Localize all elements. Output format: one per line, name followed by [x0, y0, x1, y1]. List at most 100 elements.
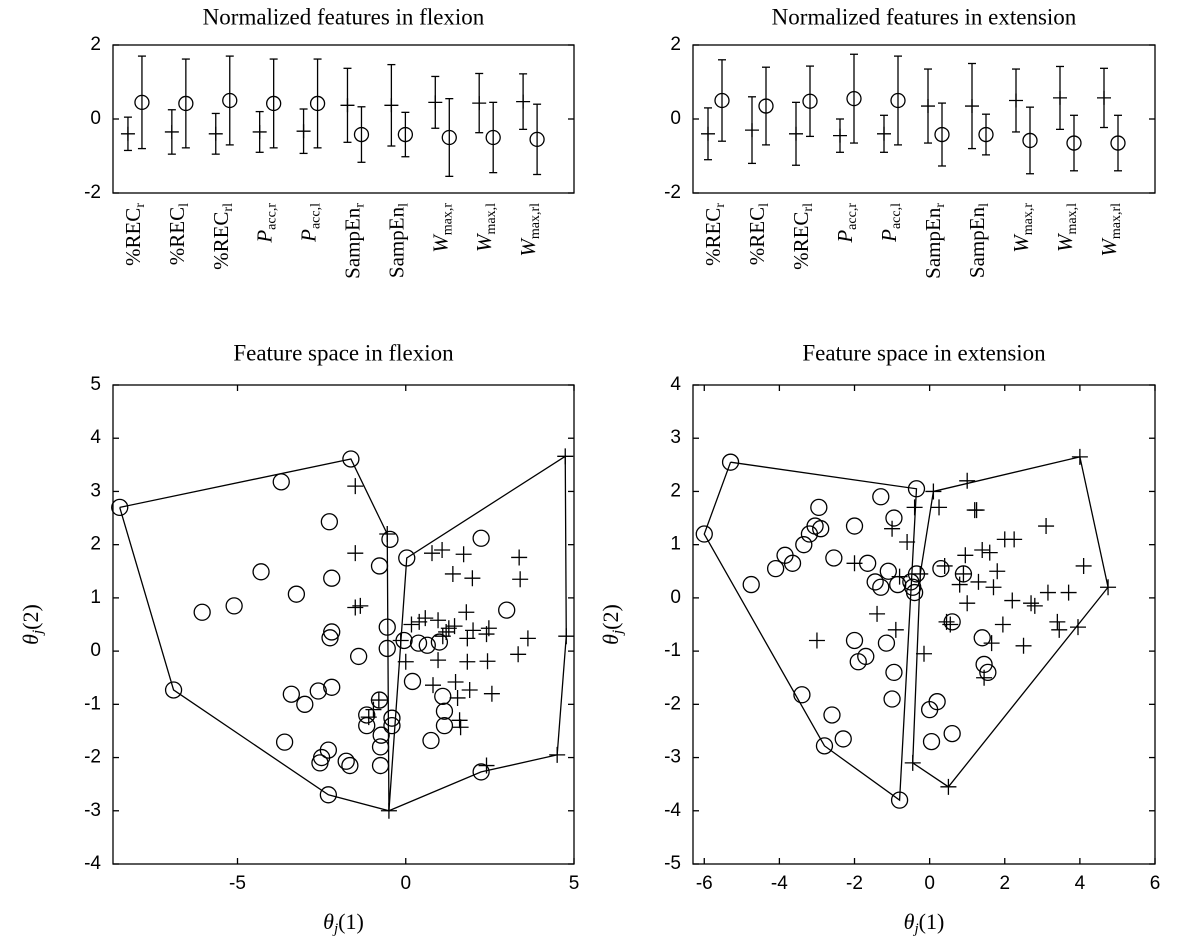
y-axis-label-arg: (2) [18, 604, 43, 630]
y-tick-label: 3 [670, 427, 681, 448]
x-tick-label: 4 [1075, 873, 1086, 894]
point [981, 544, 998, 561]
point [959, 472, 976, 489]
point [193, 603, 211, 621]
point [378, 618, 396, 636]
y-tick-label: -4 [664, 800, 681, 821]
marker [978, 126, 994, 143]
point [409, 634, 428, 652]
point [472, 529, 490, 547]
hull-line [703, 461, 918, 802]
point [783, 554, 802, 572]
x-axis-label-arg: (1) [919, 909, 945, 934]
marker [178, 95, 194, 112]
point [498, 601, 516, 619]
point [451, 712, 468, 729]
point [558, 628, 575, 645]
point [397, 653, 414, 670]
category-sub: acc,l [309, 203, 324, 229]
y-tick-label: -1 [84, 693, 101, 714]
category-sub: acc,r [265, 203, 280, 230]
marker [296, 124, 311, 139]
point [845, 631, 864, 650]
point [1060, 584, 1077, 601]
category-sub: r [133, 203, 148, 208]
marker [833, 128, 847, 143]
x-tick-label: Wmax,l [472, 203, 499, 252]
marker [1022, 132, 1038, 149]
point [275, 733, 294, 751]
point [371, 738, 390, 756]
point [885, 663, 903, 682]
point [845, 517, 864, 535]
point [1075, 557, 1092, 574]
marker [266, 95, 282, 112]
point [985, 579, 1002, 596]
x-tick-label: Pacc,r [833, 203, 860, 244]
point [392, 632, 409, 649]
category-sub: acc,r [845, 203, 860, 230]
x-tick-label: 5 [569, 873, 580, 894]
y-axis-label-symbol: θ [18, 634, 43, 645]
point [922, 732, 941, 751]
point [347, 545, 364, 562]
point [899, 534, 916, 551]
point [1049, 613, 1066, 630]
point [323, 678, 341, 696]
hull-line [388, 455, 567, 812]
marker [252, 124, 267, 139]
point [906, 499, 923, 516]
marker [802, 93, 818, 109]
x-tick-label: Pacc,l [296, 203, 323, 243]
y-tick-label: -1 [664, 640, 681, 661]
x-tick-label: -6 [696, 873, 713, 894]
point [383, 716, 401, 735]
point [795, 536, 813, 554]
category-sub: l [977, 203, 992, 207]
x-tick-label: SampEnl [965, 203, 992, 278]
point [823, 706, 841, 724]
point [940, 778, 957, 795]
x-axis-label: θj(1) [904, 909, 945, 937]
point [378, 639, 396, 658]
marker [384, 98, 399, 113]
category-text: %REC [789, 212, 813, 270]
point [905, 583, 924, 602]
point [430, 652, 447, 669]
y-tick-label: 4 [670, 374, 681, 395]
x-axis-label-symbol: θ [904, 909, 915, 934]
category-sub: rl [801, 203, 816, 212]
marker [714, 92, 730, 109]
point [887, 621, 904, 638]
point [721, 453, 740, 471]
x-tick-label: SampEnr [921, 203, 948, 279]
point [872, 578, 890, 596]
point [976, 669, 993, 686]
marker [164, 124, 179, 139]
y-axis-label-symbol: θ [598, 634, 623, 645]
point [341, 756, 359, 775]
y-tick-label: -5 [664, 853, 681, 874]
category-text: P [833, 230, 857, 244]
point [959, 595, 976, 612]
point [857, 647, 875, 666]
point [323, 569, 341, 587]
point [381, 530, 399, 548]
point [370, 692, 387, 709]
point [877, 634, 896, 652]
point [812, 520, 830, 538]
point [472, 763, 490, 781]
category-text: %REC [121, 208, 145, 266]
point [957, 547, 974, 564]
marker [428, 95, 443, 110]
point [435, 716, 454, 735]
category-text: P [252, 230, 276, 244]
category-sub: max,rl [528, 203, 543, 239]
category-text: W [1097, 237, 1121, 257]
point [483, 685, 500, 702]
point [695, 525, 713, 543]
x-tick-label: 0 [924, 873, 935, 894]
x-tick-label: Wmax,r [428, 203, 455, 253]
axes-box [112, 384, 575, 865]
category-sub: l [177, 203, 192, 207]
